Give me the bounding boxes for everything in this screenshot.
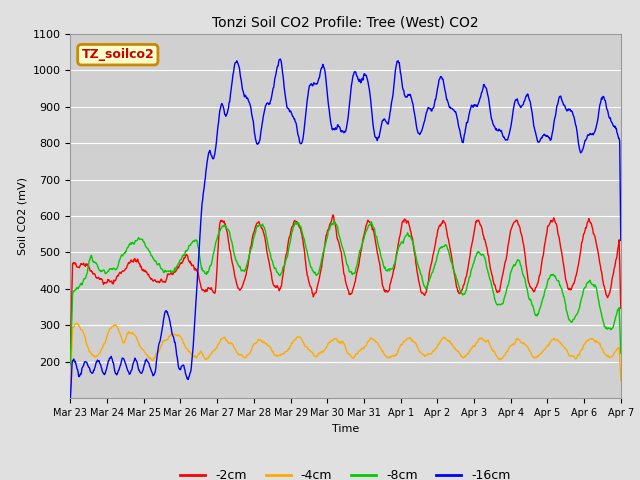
Text: TZ_soilco2: TZ_soilco2 [81,48,154,61]
Y-axis label: Soil CO2 (mV): Soil CO2 (mV) [17,177,27,255]
Title: Tonzi Soil CO2 Profile: Tree (West) CO2: Tonzi Soil CO2 Profile: Tree (West) CO2 [212,16,479,30]
X-axis label: Time: Time [332,424,359,433]
Legend: -2cm, -4cm, -8cm, -16cm: -2cm, -4cm, -8cm, -16cm [175,464,516,480]
